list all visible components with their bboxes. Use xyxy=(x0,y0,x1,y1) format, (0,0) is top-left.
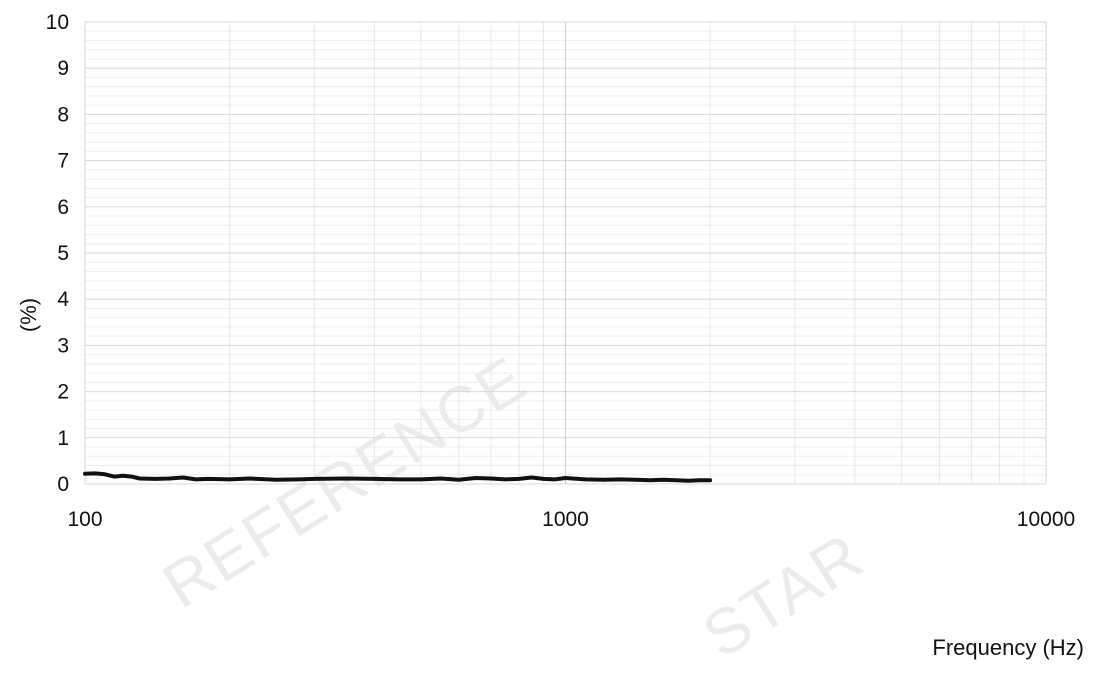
y-axis-label: (%) xyxy=(16,298,41,332)
y-tick-label: 0 xyxy=(57,473,69,496)
y-tick-label: 9 xyxy=(57,57,69,80)
y-tick-label: 10 xyxy=(46,11,69,34)
x-tick-label: 100 xyxy=(67,508,102,531)
x-tick-label: 1000 xyxy=(542,508,589,531)
y-tick-label: 7 xyxy=(57,150,69,173)
y-tick-label: 6 xyxy=(57,196,69,219)
x-tick-label: 10000 xyxy=(1017,508,1075,531)
series-line xyxy=(83,471,713,483)
plot-frame xyxy=(84,21,1047,485)
y-tick-label: 4 xyxy=(57,288,69,311)
series-layer xyxy=(83,471,713,483)
x-axis-label: Frequency (Hz) xyxy=(932,635,1084,660)
y-tick-label: 3 xyxy=(57,334,69,357)
x-tick-labels: 100 1000 10000 xyxy=(67,508,1075,531)
y-tick-labels: 0 1 2 3 4 5 6 7 8 9 10 xyxy=(46,11,70,496)
y-tick-label: 8 xyxy=(57,103,69,126)
y-tick-label: 2 xyxy=(57,381,69,404)
y-tick-label: 1 xyxy=(57,427,69,450)
y-tick-label: 5 xyxy=(57,242,69,265)
